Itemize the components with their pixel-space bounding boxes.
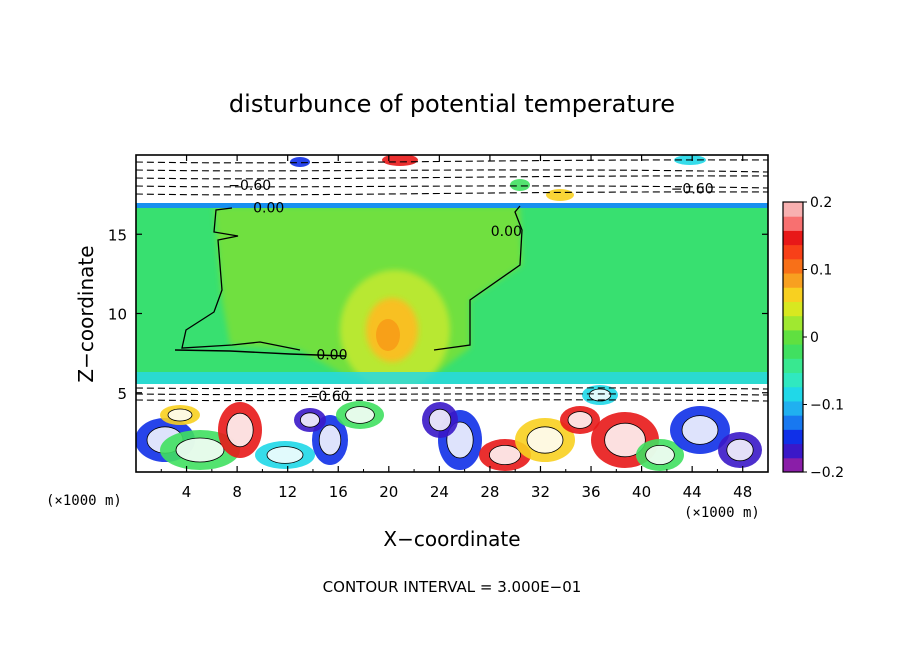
- turbulence-blob-core: [588, 388, 612, 402]
- y-tick-label: 5: [117, 385, 127, 403]
- colorbar-tick-label: −0.1: [810, 398, 844, 414]
- colorbar-swatch: [783, 216, 803, 231]
- colorbar-swatch: [783, 457, 803, 473]
- y-tick-label: 10: [108, 306, 127, 324]
- turbulence-blob-core: [567, 411, 593, 429]
- contour-label: −0.60: [307, 389, 350, 405]
- x-tick-label: 36: [581, 483, 600, 501]
- colorbar-swatch: [783, 415, 803, 430]
- x-tick-label: 12: [278, 483, 297, 501]
- turbulence-blob-core: [681, 415, 719, 445]
- colorbar-tick-label: 0.2: [810, 195, 832, 211]
- x-tick-label: 48: [733, 483, 752, 501]
- x-tick-label: 8: [232, 483, 242, 501]
- colorbar-swatch: [783, 301, 803, 317]
- x-tick-label: 28: [480, 483, 499, 501]
- y-tick-label: 15: [108, 226, 127, 244]
- colorbar-swatch: [783, 329, 803, 345]
- contour-zero-ring: [174, 349, 346, 357]
- colorbar: 0.2 0.1 0 −0.1 −0.2: [782, 195, 844, 481]
- field-upper-strip: [136, 203, 768, 208]
- x-unit-right: (×1000 m): [684, 505, 760, 521]
- x-tick-label: 44: [683, 483, 702, 501]
- x-tick-label: 40: [632, 483, 651, 501]
- dashed-contour-upper: [136, 159, 768, 164]
- contour-zero-outline: [181, 205, 523, 351]
- colorbar-swatch: [783, 315, 803, 331]
- dashed-contour-lower: [136, 387, 768, 390]
- dashed-contour-upper: [136, 191, 768, 196]
- contour-label: 0.00: [253, 200, 284, 216]
- turbulence-blob-core: [226, 412, 254, 448]
- turbulence-blob-core: [645, 444, 675, 465]
- contour-label: 0.00: [491, 224, 522, 240]
- contour-interval-note: CONTOUR INTERVAL = 3.000E−01: [323, 578, 582, 596]
- field-hot-core: [376, 319, 400, 351]
- x-axis: 4 8 12 16 20 24 28 32 36 40 44 48: [160, 155, 752, 501]
- chart-title: disturbunce of potential temperature: [229, 90, 675, 118]
- x-tick-label: 32: [531, 483, 550, 501]
- upper-turbulence-blob: [546, 189, 574, 201]
- contour-label: −0.60: [671, 181, 714, 197]
- contour-label: −0.60: [228, 178, 271, 194]
- turbulence-blob-core: [726, 438, 754, 462]
- colorbar-swatch: [783, 372, 803, 388]
- colorbar-swatch: [783, 230, 803, 246]
- contour-label: 0.00: [316, 348, 347, 364]
- colorbar-swatch: [783, 429, 803, 445]
- x-axis-label: X−coordinate: [383, 527, 520, 551]
- x-tick-label: 4: [182, 483, 192, 501]
- colorbar-swatch: [783, 287, 803, 302]
- colorbar-swatch: [783, 202, 803, 217]
- colorbar-tick-label: 0: [810, 330, 819, 346]
- colorbar-swatch: [783, 273, 803, 288]
- turbulence-blob-core: [175, 437, 225, 463]
- colorbar-tick-label: −0.2: [810, 465, 844, 481]
- dashed-contours: [136, 159, 768, 402]
- turbulence-blob-core: [266, 446, 304, 464]
- dashed-contour-lower: [136, 399, 768, 402]
- colorbar-swatch: [783, 386, 803, 402]
- upper-turbulence-blob: [290, 157, 310, 167]
- contour-labels: −0.60 0.00 0.00 0.00 −0.60 −0.60: [228, 178, 713, 405]
- y-axis-label: Z−coordinate: [74, 245, 98, 382]
- dashed-contour-upper: [136, 169, 768, 173]
- turbulence-blob-core: [167, 408, 193, 422]
- heatmap-field: [136, 155, 768, 472]
- turbulence-blob-core: [488, 444, 521, 465]
- upper-turbulence-blob: [510, 179, 530, 191]
- lower-turbulence: [136, 385, 762, 471]
- turbulence-blob-core: [299, 412, 320, 428]
- colorbar-swatch: [783, 258, 803, 274]
- turbulence-blob-core: [428, 408, 452, 432]
- dashed-contour-upper: [136, 175, 768, 180]
- upper-turbulence-blob: [382, 155, 418, 166]
- turbulence-blob-core: [526, 426, 564, 454]
- turbulence-blob-core: [604, 422, 646, 458]
- turbulence-blob-core: [318, 424, 342, 456]
- colorbar-swatch: [783, 443, 803, 459]
- dashed-contour-upper: [136, 185, 768, 189]
- colorbar-tick-label: 0.1: [810, 263, 832, 279]
- contour-lines: [174, 205, 523, 357]
- x-tick-label: 24: [430, 483, 449, 501]
- colorbar-swatch: [783, 344, 803, 359]
- x-tick-label: 20: [379, 483, 398, 501]
- colorbar-swatch: [783, 244, 803, 260]
- field-cool-strip: [136, 372, 768, 384]
- dashed-contour-lower: [136, 393, 768, 396]
- turbulence-blob-core: [345, 406, 375, 424]
- colorbar-swatch: [783, 358, 803, 374]
- colorbar-swatch: [783, 400, 803, 416]
- x-tick-label: 16: [329, 483, 348, 501]
- x-unit-left: (×1000 m): [46, 493, 122, 509]
- y-axis: 5 10 15: [108, 226, 768, 403]
